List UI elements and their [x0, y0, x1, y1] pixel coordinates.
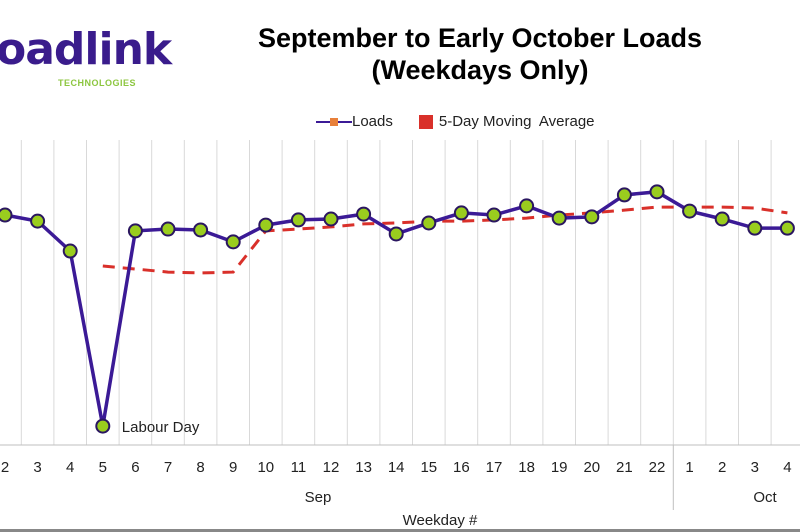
x-tick-label: 6	[131, 459, 139, 476]
loads-point	[62, 243, 78, 259]
x-tick-label: 22	[649, 459, 666, 476]
x-tick-label: 2	[1, 459, 9, 476]
x-tick-label: 14	[388, 459, 405, 476]
loadlink-logo: oadlink TECHNOLOGIES	[0, 24, 172, 89]
x-tick-label: 21	[616, 459, 633, 476]
loads-point	[258, 217, 274, 233]
x-tick-label: 20	[583, 459, 600, 476]
moving-average-line	[102, 205, 788, 275]
loads-point	[160, 221, 176, 237]
loads-point	[0, 207, 13, 223]
loads-point	[714, 211, 730, 227]
x-group-label-sep: Sep	[305, 489, 332, 506]
loads-point	[388, 226, 404, 242]
x-tick-label: 19	[551, 459, 568, 476]
loads-point	[193, 222, 209, 238]
x-tick-label: 7	[164, 459, 172, 476]
legend-swatch-loads	[316, 117, 352, 126]
loads-point	[649, 184, 665, 200]
x-tick-label: 8	[196, 459, 204, 476]
loads-point	[356, 206, 372, 222]
loads-point	[421, 215, 437, 231]
x-tick-label: 13	[355, 459, 372, 476]
chart-title-line-1: September to Early October Loads	[257, 23, 703, 53]
x-tick-label: 15	[420, 459, 437, 476]
loads-point	[747, 220, 763, 236]
x-tick-label: 18	[518, 459, 535, 476]
x-tick-label: 12	[323, 459, 340, 476]
chart-title-line-2: (Weekdays Only)	[371, 55, 589, 85]
legend-label-loads: Loads	[352, 113, 393, 130]
x-tick-label: 11	[291, 459, 307, 476]
loads-point	[519, 198, 535, 214]
logo-wordmark: oadlink	[0, 24, 172, 75]
loads-point	[127, 223, 143, 239]
bottom-border	[0, 529, 800, 532]
x-tick-label: 2	[718, 459, 726, 476]
x-tick-label: 10	[257, 459, 274, 476]
legend-item-loads: Loads	[316, 113, 393, 130]
x-tick-label: 16	[453, 459, 470, 476]
x-tick-label: 4	[783, 459, 791, 476]
legend-item-moving-average: 5-Day Moving Average	[418, 113, 595, 130]
x-tick-label: 4	[66, 459, 74, 476]
x-tick-label: 3	[751, 459, 759, 476]
chart-title: September to Early October Loads (Weekda…	[180, 22, 780, 86]
loads-point	[682, 203, 698, 219]
loads-point	[453, 205, 469, 221]
x-axis-title: Weekday #	[403, 512, 478, 529]
loads-point	[323, 211, 339, 227]
loads-point	[30, 213, 46, 229]
legend-swatch-moving-average	[418, 114, 433, 129]
loads-point	[616, 187, 632, 203]
loads-point	[225, 234, 241, 250]
x-tick-label: 1	[685, 459, 693, 476]
x-tick-label: 3	[33, 459, 41, 476]
x-group-label-oct: Oct	[753, 489, 777, 506]
annotation-label: Labour Day	[122, 419, 200, 436]
legend-label-moving-average: 5-Day Moving Average	[438, 113, 595, 130]
chart-legend: Loads 5-Day Moving Average	[316, 113, 621, 130]
loads-point	[584, 209, 600, 225]
loads-point	[95, 418, 111, 434]
x-tick-label: 9	[229, 459, 237, 476]
loads-point	[551, 210, 567, 226]
x-tick-label: 5	[99, 459, 107, 476]
loads-point	[290, 212, 306, 228]
x-tick-label: 17	[486, 459, 503, 476]
loads-point	[486, 207, 502, 223]
loads-point	[779, 220, 795, 236]
logo-subtext: TECHNOLOGIES	[58, 78, 137, 88]
